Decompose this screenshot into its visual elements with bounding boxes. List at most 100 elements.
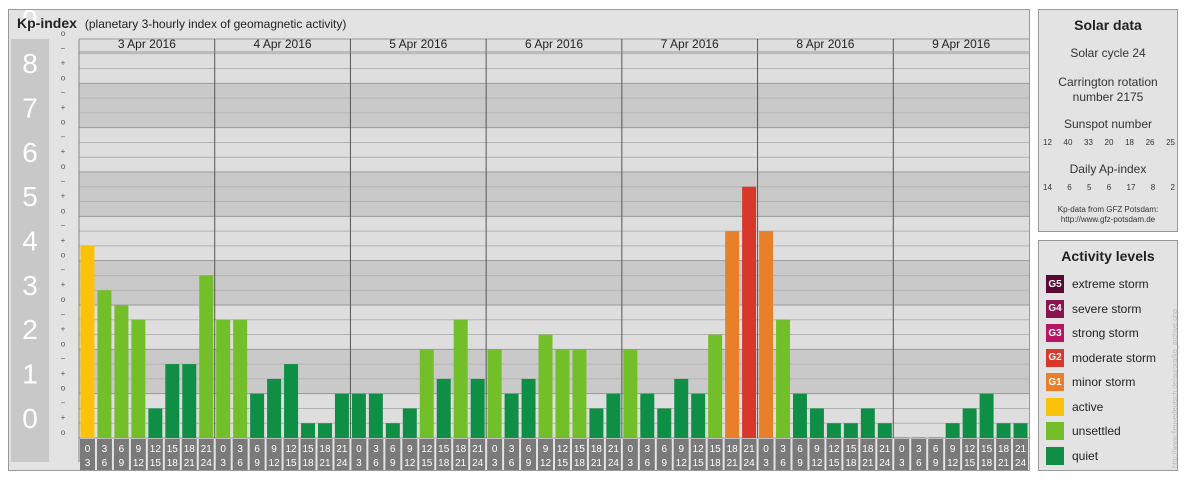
kp-bar xyxy=(199,275,214,438)
y-axis-strip xyxy=(11,39,49,462)
y-subtick-label: + xyxy=(61,369,66,378)
ap-value: 6 xyxy=(1067,183,1072,192)
time-cell xyxy=(1013,439,1028,470)
time-cell xyxy=(894,439,910,470)
time-cell xyxy=(538,439,553,470)
time-cell xyxy=(605,439,621,470)
day-label: 6 Apr 2016 xyxy=(525,37,583,51)
time-label-end: 12 xyxy=(269,458,281,469)
credit-line-1: Kp-data from GFZ Potsdam: xyxy=(1057,205,1159,214)
kp-bar xyxy=(572,349,587,438)
kp-band xyxy=(79,216,1029,261)
time-cell xyxy=(130,439,146,470)
kp-bar xyxy=(267,378,282,438)
kp-bar xyxy=(453,319,468,438)
sunspot-value: 12 xyxy=(1043,138,1052,147)
time-cell xyxy=(571,439,587,470)
kp-bar xyxy=(860,408,875,438)
time-label-end: 18 xyxy=(981,458,993,469)
activity-levels-title: Activity levels xyxy=(1061,248,1155,264)
time-label-end: 9 xyxy=(390,458,396,469)
day-label: 3 Apr 2016 xyxy=(118,37,176,51)
chart-subtitle: (planetary 3-hourly index of geomagnetic… xyxy=(84,17,347,31)
kp-bar xyxy=(182,364,197,438)
time-label-end: 15 xyxy=(964,458,976,469)
y-subtick-label: o xyxy=(61,339,66,348)
time-cell xyxy=(588,439,604,470)
time-label-end: 6 xyxy=(916,458,922,469)
day-label: 7 Apr 2016 xyxy=(661,37,719,51)
time-label-end: 6 xyxy=(780,458,786,469)
chart-title: Kp-index (planetary 3-hourly index of geo… xyxy=(17,15,346,31)
time-label-start: 3 xyxy=(645,444,651,455)
time-cell xyxy=(555,439,570,470)
time-label-start: 12 xyxy=(828,444,840,455)
vertical-credit-text: http://www.fleuvedeutsch.de/aurora/kp_ar… xyxy=(1172,309,1179,468)
y-tick-label: 5 xyxy=(22,181,38,212)
time-cell xyxy=(80,439,95,470)
y-subtick-label: − xyxy=(61,177,66,186)
kp-bar xyxy=(97,290,112,438)
time-label-start: 18 xyxy=(727,444,739,455)
kp-bar xyxy=(470,378,485,438)
kp-bar xyxy=(623,349,638,438)
y-subtick-label: + xyxy=(61,59,66,68)
kp-bar xyxy=(301,423,315,438)
y-subtick-label: − xyxy=(61,354,66,363)
time-label-end: 12 xyxy=(404,458,416,469)
kp-bar xyxy=(928,437,943,438)
time-cell xyxy=(860,439,876,470)
time-cell xyxy=(928,439,944,470)
kp-bar xyxy=(402,408,417,438)
y-subtick-label: o xyxy=(61,29,66,38)
time-cell xyxy=(147,439,163,470)
y-subtick-label: + xyxy=(61,236,66,245)
time-label-end: 18 xyxy=(438,458,450,469)
y-subtick-label: − xyxy=(61,310,66,319)
y-tick-label: 2 xyxy=(22,314,38,345)
kp-bar xyxy=(691,393,706,438)
ap-value: 8 xyxy=(1150,183,1156,192)
time-cell xyxy=(656,439,672,470)
time-label-end: 9 xyxy=(661,458,667,469)
kp-bar xyxy=(250,393,265,438)
solar-cycle: Solar cycle 24 xyxy=(1070,46,1146,60)
time-label-start: 6 xyxy=(254,444,260,455)
time-label-end: 15 xyxy=(693,458,705,469)
time-label-start: 18 xyxy=(184,444,196,455)
time-cell xyxy=(911,439,927,470)
time-label-end: 21 xyxy=(591,458,603,469)
time-label-start: 21 xyxy=(336,444,348,455)
kp-bar xyxy=(148,408,163,438)
y-subtick-label: o xyxy=(61,162,66,171)
time-cell xyxy=(453,439,469,470)
y-tick-label: 7 xyxy=(22,93,38,124)
time-cell xyxy=(945,439,961,470)
kp-bar xyxy=(80,245,95,438)
time-label-start: 9 xyxy=(950,444,956,455)
legend-swatch xyxy=(1046,397,1064,416)
time-label-start: 15 xyxy=(438,444,450,455)
y-subtick-label: o xyxy=(61,428,66,437)
time-label-start: 3 xyxy=(916,444,922,455)
time-cell xyxy=(249,439,265,470)
time-label-start: 15 xyxy=(981,444,993,455)
time-cell xyxy=(877,439,893,470)
kp-bar xyxy=(843,423,858,438)
legend-swatch xyxy=(1046,446,1064,465)
ap-value: 2 xyxy=(1170,183,1175,192)
time-label-end: 6 xyxy=(237,458,243,469)
day-label: 9 Apr 2016 xyxy=(932,37,990,51)
credit-link[interactable]: http://www.gfz-potsdam.de xyxy=(1060,215,1156,224)
solar-data-title: Solar data xyxy=(1074,17,1142,33)
time-cell xyxy=(487,439,503,470)
time-label-start: 21 xyxy=(472,444,484,455)
time-cell xyxy=(385,439,401,470)
time-label-start: 9 xyxy=(678,444,684,455)
time-label-start: 21 xyxy=(744,444,756,455)
time-label-start: 21 xyxy=(1015,444,1027,455)
time-cell xyxy=(300,439,316,470)
time-cell xyxy=(436,439,452,470)
legend-g5: G5 extreme storm xyxy=(1046,275,1149,293)
